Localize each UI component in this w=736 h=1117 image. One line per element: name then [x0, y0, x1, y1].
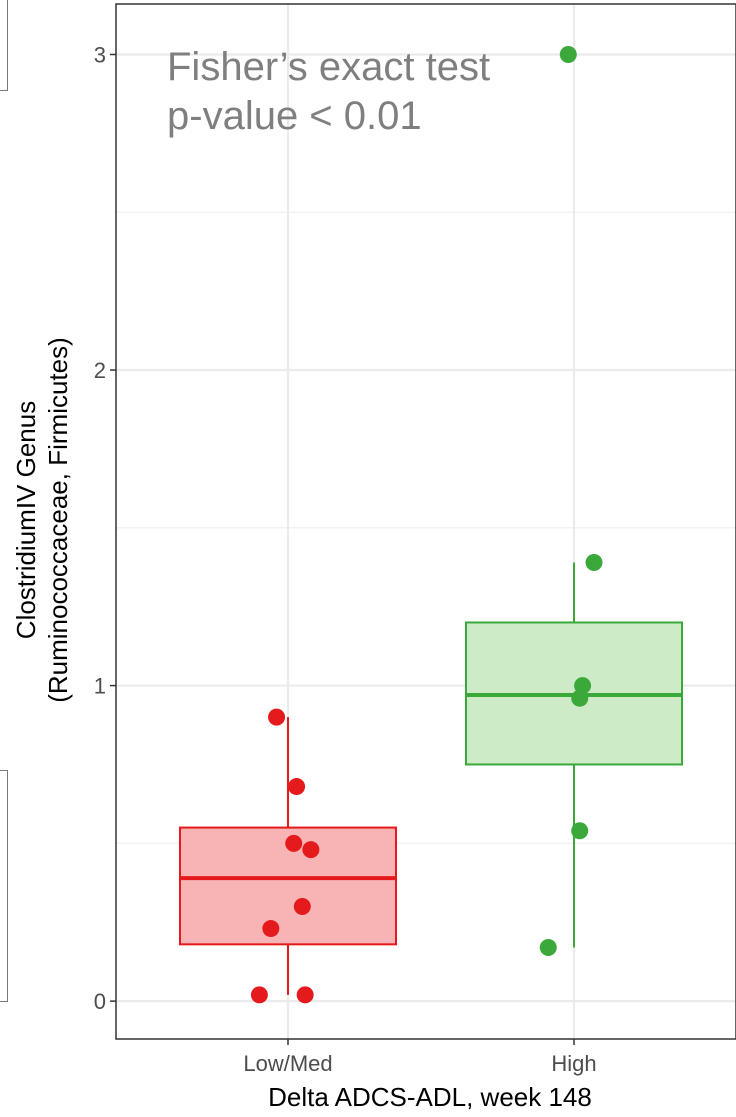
data-point — [288, 778, 306, 796]
cropped-legend-fragment-bottom — [0, 770, 8, 1002]
data-point — [262, 920, 280, 938]
y-axis-title-line-2: (Ruminococcaceae, Firmicutes) — [43, 337, 73, 703]
y-axis: 0 1 2 3 — [94, 42, 116, 1014]
annotation-line-2: p-value < 0.01 — [167, 94, 422, 138]
x-tick-label: Low/Med — [243, 1051, 332, 1076]
y-tick-label: 0 — [94, 989, 106, 1014]
data-point — [268, 708, 286, 726]
y-tick-label: 2 — [94, 358, 106, 383]
y-tick-label: 3 — [94, 42, 106, 67]
annotation-line-1: Fisher’s exact test — [167, 45, 490, 89]
x-tick-label: High — [551, 1051, 596, 1076]
data-point — [571, 689, 589, 707]
data-point — [285, 834, 303, 852]
x-axis-title: Delta ADCS-ADL, week 148 — [268, 1082, 592, 1112]
plot-panel-border — [115, 3, 736, 1040]
data-point — [559, 45, 577, 63]
data-point — [585, 554, 603, 572]
data-point — [302, 841, 320, 859]
data-point — [571, 822, 589, 840]
cropped-legend-fragment-top — [0, 0, 8, 91]
data-point — [293, 897, 311, 915]
y-axis-title-line-1: ClostridiumIV Genus — [11, 401, 41, 639]
x-axis: Low/Med High — [243, 1039, 597, 1076]
data-point — [539, 938, 557, 956]
data-point — [250, 986, 268, 1004]
data-point — [296, 986, 314, 1004]
points — [250, 45, 603, 1004]
y-tick-label: 1 — [94, 674, 106, 699]
